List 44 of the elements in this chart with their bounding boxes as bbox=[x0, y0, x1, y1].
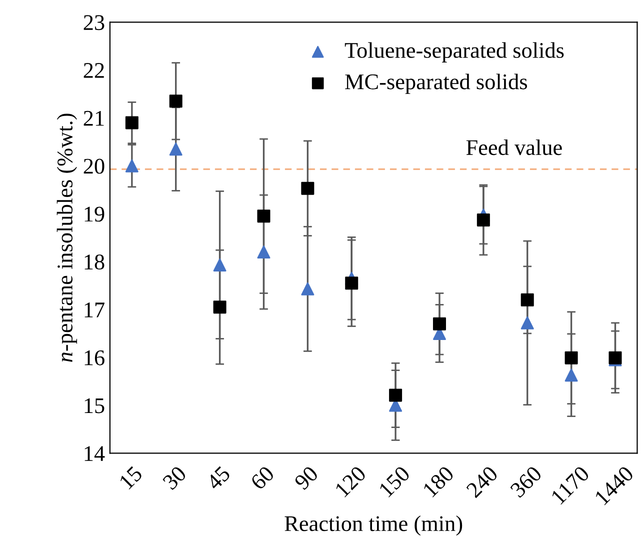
point bbox=[520, 316, 534, 330]
point bbox=[564, 351, 578, 364]
point bbox=[432, 317, 446, 330]
point bbox=[389, 388, 402, 402]
x-tick-label: 240 bbox=[466, 465, 499, 498]
point bbox=[476, 213, 490, 226]
point bbox=[169, 142, 182, 156]
x-tick-label: 360 bbox=[510, 465, 542, 498]
point bbox=[213, 300, 226, 314]
y-tick-label: 21 bbox=[84, 110, 104, 126]
point bbox=[345, 276, 358, 290]
point bbox=[564, 368, 578, 382]
x-tick-label: 30 bbox=[162, 465, 188, 490]
y-tick-label: 19 bbox=[84, 206, 104, 222]
x-tick-label: 15 bbox=[118, 465, 144, 490]
y-tick-label: 16 bbox=[84, 350, 104, 366]
y-tick-label: 18 bbox=[84, 254, 104, 270]
point bbox=[125, 116, 138, 130]
point bbox=[169, 94, 182, 108]
y-axis-title: n-pentane insolubles (%wt.) bbox=[56, 114, 78, 362]
x-tick-label: 45 bbox=[206, 465, 231, 491]
point bbox=[213, 258, 226, 272]
x-tick-label: 180 bbox=[422, 465, 455, 498]
point bbox=[125, 159, 138, 172]
y-tick-label: 17 bbox=[84, 302, 104, 318]
y-tick-label: 15 bbox=[84, 398, 104, 414]
point bbox=[301, 282, 314, 296]
x-tick-label: 1170 bbox=[550, 465, 590, 505]
point bbox=[520, 293, 534, 306]
x-axis-title: Reaction time (min) bbox=[284, 516, 462, 536]
x-tick-label: 150 bbox=[378, 465, 411, 498]
point bbox=[257, 246, 270, 259]
y-tick-label: 20 bbox=[84, 158, 104, 174]
legend-label: Toluene-separated solids bbox=[344, 42, 564, 62]
x-tick-label: 120 bbox=[334, 465, 367, 498]
point bbox=[257, 210, 270, 223]
x-tick-label: 60 bbox=[250, 465, 275, 490]
y-tick-label: 14 bbox=[84, 446, 105, 461]
ref-line-label: Feed value bbox=[466, 139, 562, 156]
legend-label: MC-separated solids bbox=[345, 74, 528, 94]
point bbox=[301, 182, 314, 195]
y-tick-label: 22 bbox=[84, 63, 104, 78]
x-tick-label: 90 bbox=[294, 465, 319, 491]
y-tick-label: 23 bbox=[84, 15, 104, 30]
